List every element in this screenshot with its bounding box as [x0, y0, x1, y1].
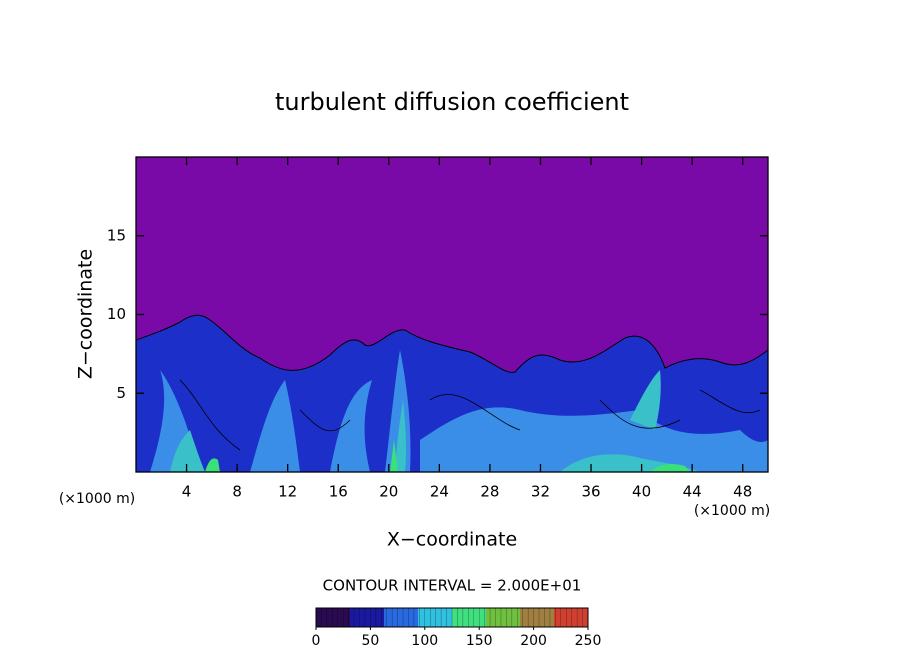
x-tick-label: 20 [379, 483, 398, 501]
contour-lines [179, 379, 761, 451]
colorbar-tick-label: 250 [575, 633, 602, 649]
x-unit-label: (×1000 m) [694, 503, 770, 519]
x-tick-label: 32 [531, 483, 550, 501]
colorbar-swatch [554, 608, 589, 627]
y-tick-label: 5 [116, 384, 126, 402]
x-tick-label: 24 [430, 483, 449, 501]
colorbar-tick-label: 0 [312, 633, 321, 649]
x-tick-label: 44 [683, 483, 702, 501]
x-tick-label: 12 [278, 483, 297, 501]
colorbar-swatch [520, 608, 555, 627]
chart-title: turbulent diffusion coefficient [275, 88, 629, 116]
x-axis-label: X−coordinate [387, 529, 517, 551]
colorbar-swatch [486, 608, 521, 627]
x-tick-label: 48 [733, 483, 752, 501]
x-tick-label: 8 [232, 483, 242, 501]
colorbar-tick-label: 200 [520, 633, 547, 649]
colorbar-frame [315, 607, 589, 628]
x-tick-label: 36 [581, 483, 600, 501]
colorbar-tick-label: 50 [361, 633, 379, 649]
field-highlights [170, 370, 700, 472]
colorbar-swatch [384, 608, 419, 627]
colorbar-swatch [316, 608, 351, 627]
x-tick-label: 28 [480, 483, 499, 501]
contour-field [136, 157, 768, 472]
field-streaks [150, 350, 768, 472]
y-axis-label: Z−coordinate [75, 249, 97, 379]
colorbar-swatch [350, 608, 385, 627]
x-tick-label: 40 [632, 483, 651, 501]
y-tick-label: 10 [107, 305, 126, 323]
x-tick-label: 4 [182, 483, 192, 501]
y-tick-label: 15 [107, 226, 126, 244]
contour-interval: CONTOUR INTERVAL = 2.000E+01 [323, 577, 582, 595]
colorbar-tick-label: 100 [411, 633, 438, 649]
colorbar-swatch [418, 608, 453, 627]
x-unit-label: (×1000 m) [59, 491, 135, 507]
x-tick-label: 16 [329, 483, 348, 501]
colorbar-swatch [452, 608, 487, 627]
colorbar-tick-label: 150 [466, 633, 493, 649]
